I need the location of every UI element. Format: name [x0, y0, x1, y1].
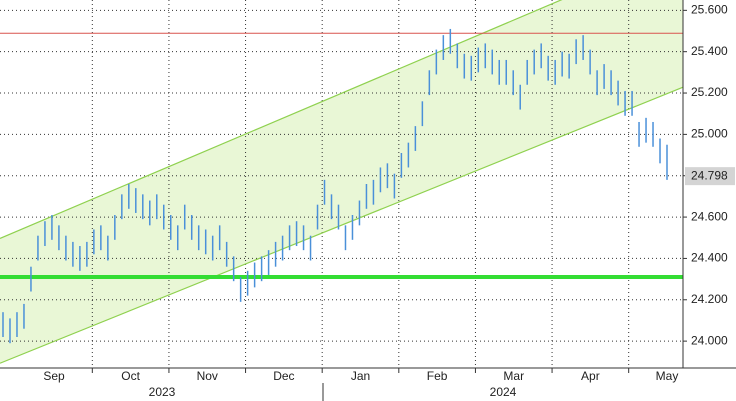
y-tick-label: 24.600: [691, 209, 728, 223]
channel-upper: [0, 0, 563, 239]
x-tick-label: Apr: [581, 369, 600, 383]
channel-fill: [0, 0, 683, 364]
x-tick-label: Oct: [121, 369, 140, 383]
x-tick-label: Nov: [197, 369, 218, 383]
y-tick-label: 25.400: [691, 44, 728, 58]
x-tick-label: Mar: [503, 369, 524, 383]
x-tick-label: Jan: [351, 369, 370, 383]
y-tick-label: 25.000: [691, 127, 728, 141]
y-tick-label: 25.200: [691, 85, 728, 99]
x-tick-label: Feb: [427, 369, 448, 383]
x-tick-label: May: [656, 369, 679, 383]
last-price-box: [685, 167, 735, 186]
x-tick-label: Sep: [43, 369, 65, 383]
y-tick-label: 24.200: [691, 292, 728, 306]
last-price-label: 24.798: [691, 168, 728, 182]
y-tick-label: 25.600: [691, 3, 728, 17]
x-tick-label: Dec: [273, 369, 294, 383]
y-tick-label: 24.000: [691, 333, 728, 347]
year-label: 2024: [490, 385, 517, 399]
y-tick-label: 24.400: [691, 251, 728, 265]
channel-lower: [0, 86, 684, 364]
year-label: 2023: [149, 385, 176, 399]
